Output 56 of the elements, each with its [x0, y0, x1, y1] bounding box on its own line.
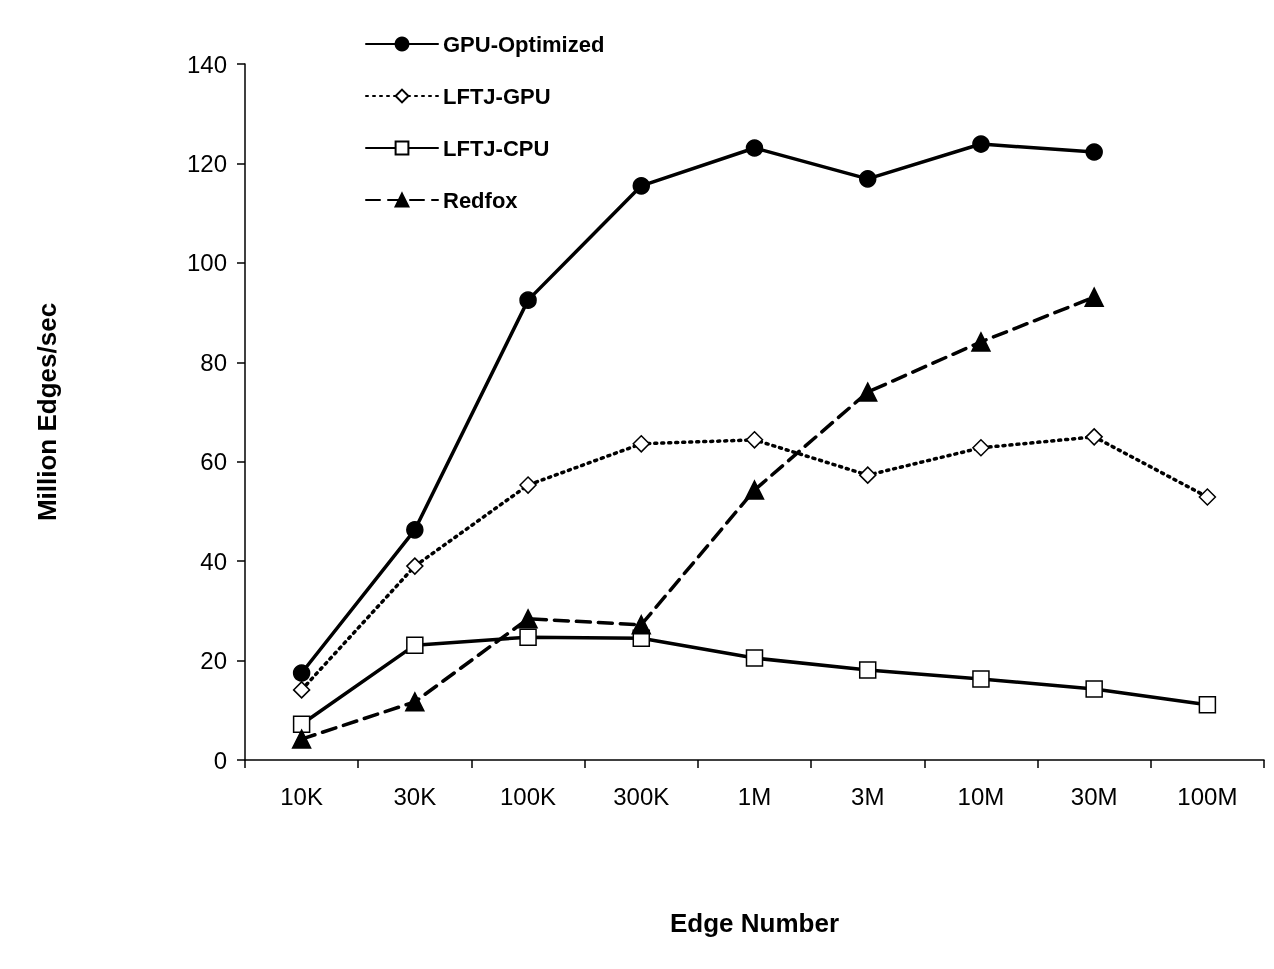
x-tick-label: 1M [737, 782, 772, 810]
legend-label: GPU-Optimized [443, 31, 605, 57]
point [1198, 696, 1217, 714]
point [519, 628, 537, 646]
point [745, 649, 764, 667]
x-axis-title: Edge Number [669, 908, 840, 938]
x-tick-label: 100K [500, 782, 557, 810]
point [519, 291, 537, 309]
x-tick-label: 30K [393, 782, 437, 810]
point [1084, 287, 1104, 307]
point [519, 476, 537, 494]
legend-label: LFTJ-CPU [443, 135, 550, 161]
point [745, 431, 764, 449]
point [1198, 488, 1217, 506]
point [406, 557, 424, 575]
point [518, 609, 538, 629]
x-tick-label: 300K [613, 782, 670, 810]
legend-label: LFTJ-GPU [443, 83, 551, 109]
point [972, 439, 990, 457]
point [292, 664, 311, 682]
y-tick-label: 40 [200, 547, 227, 575]
point [971, 332, 991, 352]
x-tick-label: 3M [851, 782, 885, 810]
x-tick-label: 30M [1070, 782, 1118, 810]
y-tick-label: 60 [200, 448, 227, 476]
y-tick-label: 100 [186, 249, 227, 277]
y-axis-title: Million Edges/sec [32, 302, 62, 522]
y-tick-label: 80 [200, 348, 227, 376]
point [406, 521, 424, 539]
x-tick-label: 10K [280, 782, 323, 810]
point [972, 670, 990, 688]
x-tick-label: 100M [1177, 782, 1238, 810]
legend-label: Redfox [443, 187, 519, 213]
point [1085, 143, 1103, 161]
point [1085, 428, 1103, 446]
point [858, 466, 877, 484]
y-tick-label: 0 [213, 746, 227, 774]
point [632, 177, 651, 195]
point [744, 480, 765, 500]
point [292, 715, 311, 733]
point [291, 729, 312, 749]
point [857, 382, 878, 402]
y-tick-label: 20 [200, 647, 227, 675]
point [405, 692, 425, 712]
x-tick-label: 10M [957, 782, 1005, 810]
y-tick-label: 120 [186, 149, 227, 177]
point [858, 170, 877, 188]
point [292, 681, 311, 699]
point [631, 615, 652, 635]
point [745, 139, 764, 157]
y-tick-label: 140 [186, 50, 227, 78]
point [972, 135, 990, 153]
point [632, 435, 651, 453]
point [406, 636, 424, 654]
point [1085, 680, 1103, 698]
point [858, 661, 877, 679]
